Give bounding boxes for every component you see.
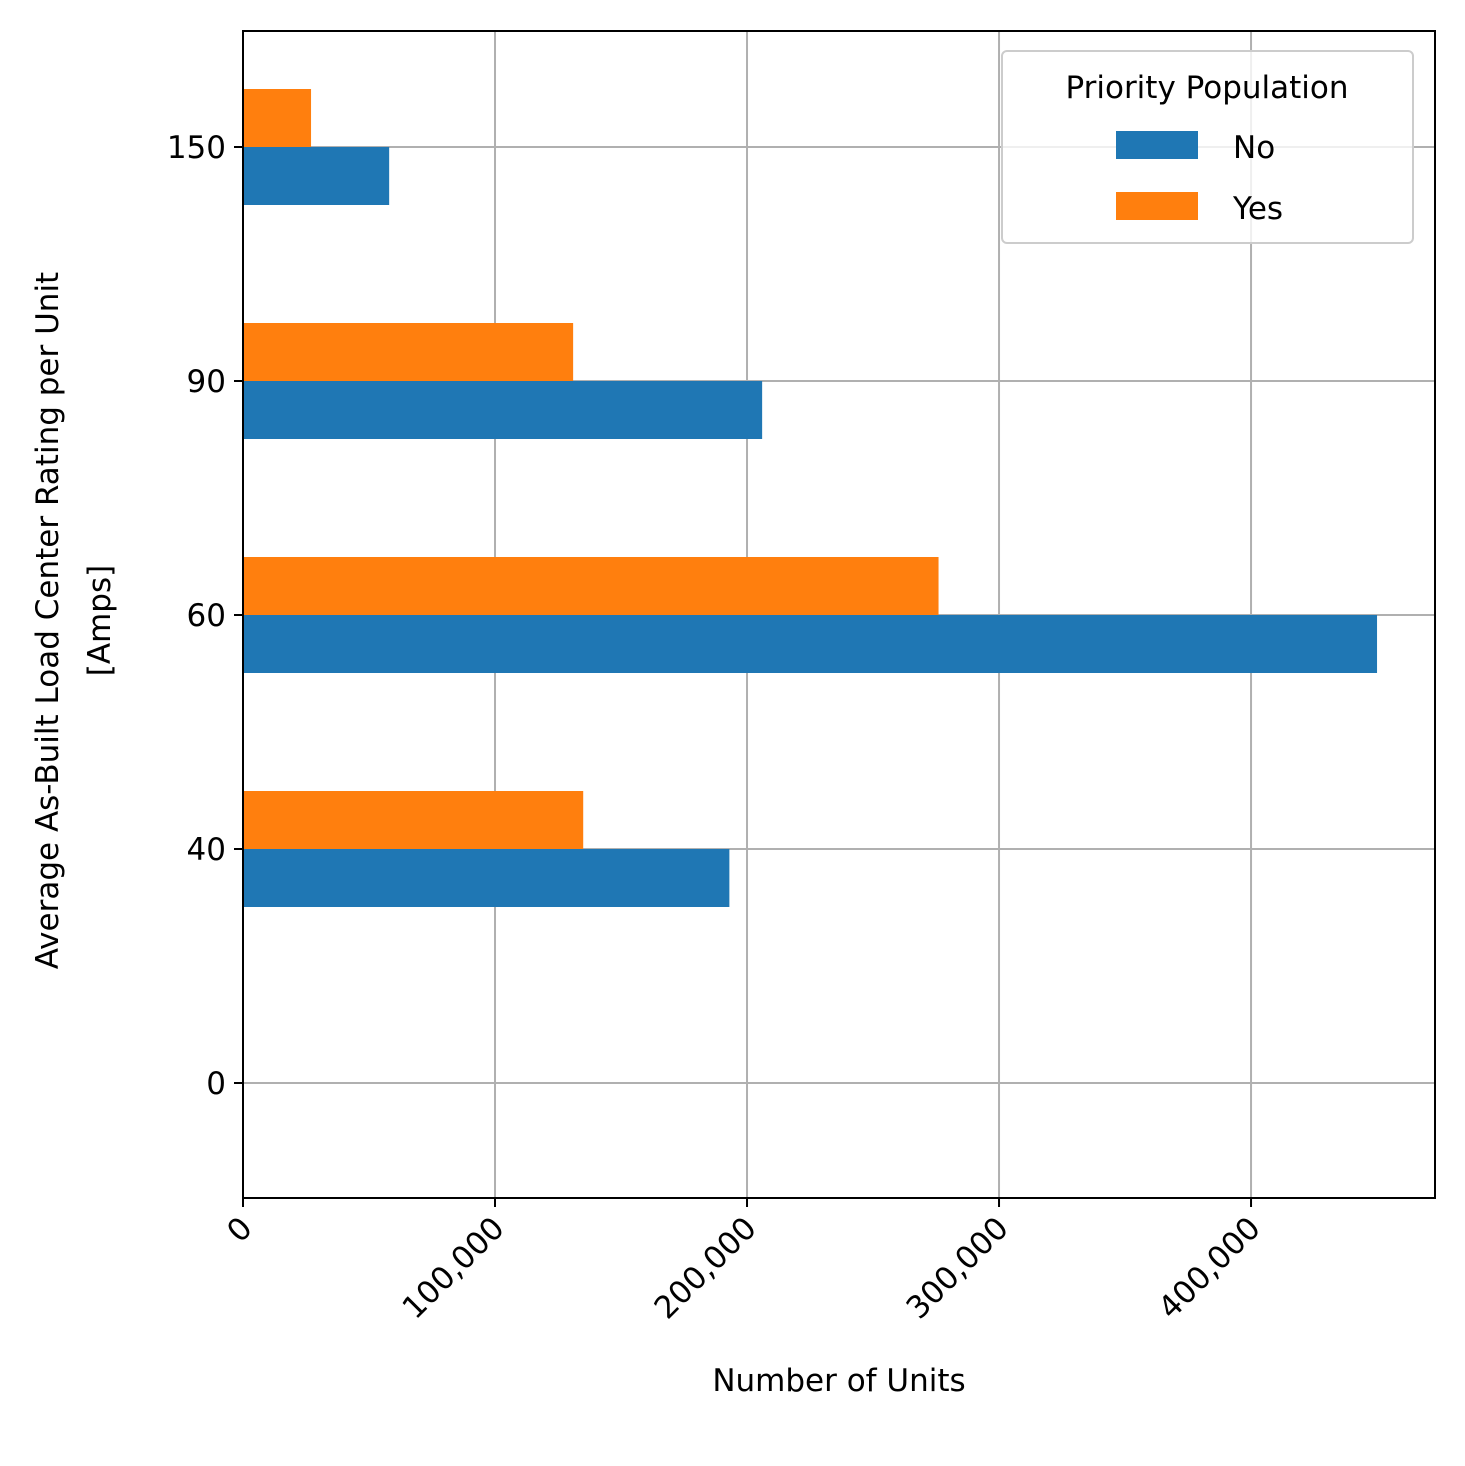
y-axis-label-line-1: Average As-Built Load Center Rating per … [30, 272, 66, 969]
y-tick-label: 60 [187, 598, 226, 634]
bar-yes-60 [243, 557, 939, 615]
x-tick-label: 300,000 [900, 1210, 1016, 1326]
bar-no-150 [243, 147, 390, 205]
bar-yes-40 [243, 791, 584, 849]
bar-no-90 [243, 381, 763, 439]
y-tick-label: 40 [187, 832, 226, 868]
y-tick-label: 0 [206, 1066, 226, 1102]
legend-label-yes: Yes [1232, 191, 1283, 227]
x-axis-label: Number of Units [712, 1363, 965, 1399]
bar-yes-90 [243, 323, 574, 381]
legend-title: Priority Population [1065, 70, 1348, 106]
y-tick-label: 150 [167, 130, 226, 166]
legend: Priority Population No Yes [1001, 50, 1414, 244]
bar-no-60 [243, 615, 1378, 673]
legend-swatch-yes [1116, 192, 1198, 220]
x-tick-label: 400,000 [1152, 1210, 1268, 1326]
y-tick-label: 90 [187, 364, 226, 400]
ticks: 0 100,000 200,000 300,000 400,000 0 40 60 90 150 [167, 130, 1268, 1326]
bars [243, 89, 1378, 907]
legend-swatch-no [1116, 131, 1198, 159]
x-tick-label: 100,000 [396, 1210, 512, 1326]
legend-label-no: No [1233, 130, 1275, 166]
bar-yes-150 [243, 89, 312, 147]
legend-box [1001, 50, 1414, 244]
x-tick-label: 200,000 [648, 1210, 764, 1326]
bar-no-40 [243, 849, 730, 907]
y-axis-label-line-2: [Amps] [82, 565, 118, 676]
x-tick-label: 0 [220, 1210, 259, 1249]
